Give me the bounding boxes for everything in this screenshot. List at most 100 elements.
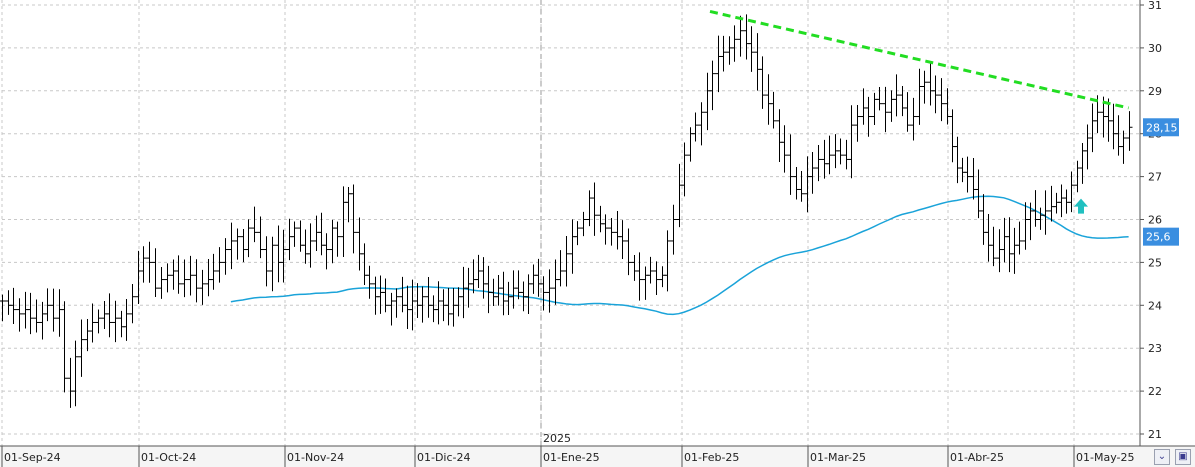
ohlc-bar [1126, 111, 1133, 151]
ohlc-bar [882, 86, 889, 133]
ohlc-bar [787, 134, 794, 195]
svg-text:25,6: 25,6 [1146, 231, 1171, 244]
moving-average-layer [230, 195, 1129, 316]
save-icon[interactable]: ▣ [1175, 449, 1191, 465]
ohlc-bar [580, 211, 587, 237]
ohlc-bar [647, 256, 654, 284]
ohlc-bar [625, 228, 632, 276]
ohlc-bar [1016, 221, 1023, 255]
ohlc-bar [263, 236, 270, 287]
ohlc-bar [27, 292, 34, 335]
x-axis-ticks: 01-Sep-24 01-Oct-24 01-Nov-24 01-Dic-24 01-E… [1, 446, 1134, 467]
ohlc-bar [731, 25, 738, 62]
ohlc-bar [865, 96, 872, 137]
ohlc-bar [251, 206, 258, 243]
ohlc-bar [419, 286, 426, 323]
ohlc-bar [904, 92, 911, 132]
ohlc-bar [619, 220, 626, 260]
x-tick-label: 01-Feb-25 [684, 451, 739, 464]
ohlc-bar [781, 125, 788, 173]
ohlc-bar [591, 182, 598, 236]
year-label: 2025 [543, 432, 571, 445]
ohlc-bar [876, 86, 883, 111]
x-tick-label: 01-May-25 [1076, 451, 1134, 464]
ohlc-bar [307, 223, 314, 268]
y-tick-label: 23 [1148, 342, 1162, 355]
ohlc-bar [1120, 130, 1127, 164]
ohlc-bar [152, 248, 159, 298]
ohlc-bar [737, 15, 744, 57]
ohlc-bar [366, 265, 373, 299]
y-tick-label: 31 [1148, 0, 1162, 12]
moving-average-badge: 25,6 [1143, 227, 1179, 246]
ohlc-bar [175, 255, 182, 294]
ohlc-bar [1068, 171, 1075, 213]
ohlc-bar [334, 221, 341, 257]
ohlc-bar [89, 303, 96, 343]
ohlc-bar [123, 299, 130, 341]
ohlc-bar [72, 340, 79, 407]
ohlc-bar [681, 142, 688, 197]
ohlc-bar [140, 246, 147, 283]
ohlc-bar [557, 250, 564, 287]
ohlc-bar [574, 221, 581, 246]
ohlc-bar [932, 75, 939, 114]
ohlc-bar [146, 241, 153, 283]
x-tick-label: 01-Oct-24 [141, 451, 196, 464]
ohlc-bar [815, 144, 822, 182]
scroll-down-icon[interactable]: ⌄ [1154, 449, 1170, 465]
ohlc-bar [893, 74, 900, 117]
x-tick-label: 01-Mar-25 [810, 451, 866, 464]
y-tick-label: 29 [1148, 85, 1162, 98]
ohlc-bar [280, 229, 287, 283]
y-tick-label: 27 [1148, 171, 1162, 184]
ohlc-bar [636, 252, 643, 301]
ohlc-bar [938, 78, 945, 122]
ohlc-bar [854, 105, 861, 142]
ohlc-bar [692, 112, 699, 142]
ohlc-bar [106, 293, 113, 338]
ohlc-bar [0, 294, 6, 322]
ohlc-bar [664, 230, 671, 292]
ohlc-bar [216, 247, 223, 283]
y-tick-label: 24 [1148, 299, 1162, 312]
ohlc-bar [234, 228, 241, 260]
ohlc-bar [602, 214, 609, 245]
y-axis-ticks: 2122232425262728293031 [1140, 0, 1162, 441]
ohlc-bar [187, 255, 194, 296]
y-axis-panel [1140, 0, 1195, 446]
ohlc-bar [921, 70, 928, 104]
ohlc-bar [990, 226, 997, 267]
ohlc-bar [653, 261, 660, 296]
y-tick-label: 25 [1148, 256, 1162, 269]
ohlc-bar [33, 299, 40, 333]
ohlc-bar [770, 91, 777, 129]
y-tick-label: 30 [1148, 42, 1162, 55]
ohlc-bar [546, 269, 553, 313]
ohlc-bar [563, 235, 570, 287]
ohlc-bar [350, 184, 357, 254]
svg-text:28,15: 28,15 [1146, 121, 1178, 134]
ohlc-bar [10, 287, 17, 325]
ohlc-bar [16, 298, 23, 332]
resistance-trendline [709, 9, 1129, 110]
x-tick-label: 01-Nov-24 [287, 451, 344, 464]
ohlc-bar [323, 233, 330, 270]
ohlc-bar [670, 204, 677, 255]
ohlc-bar [837, 138, 844, 165]
ohlc-bar [158, 267, 165, 299]
ohlc-bar [291, 221, 298, 247]
ohlc-bar [61, 301, 68, 393]
ohlc-bar [698, 102, 705, 146]
ohlc-bar [164, 263, 171, 293]
ohlc-bar [964, 156, 971, 193]
ohlc-bar [181, 259, 188, 298]
ohlc-bar [393, 288, 400, 318]
ohlc-bar [245, 219, 252, 258]
horizontal-gridlines [2, 4, 1140, 435]
ohlc-bar [540, 276, 547, 311]
y-tick-label: 26 [1148, 214, 1162, 227]
ohlc-bar [809, 152, 816, 194]
